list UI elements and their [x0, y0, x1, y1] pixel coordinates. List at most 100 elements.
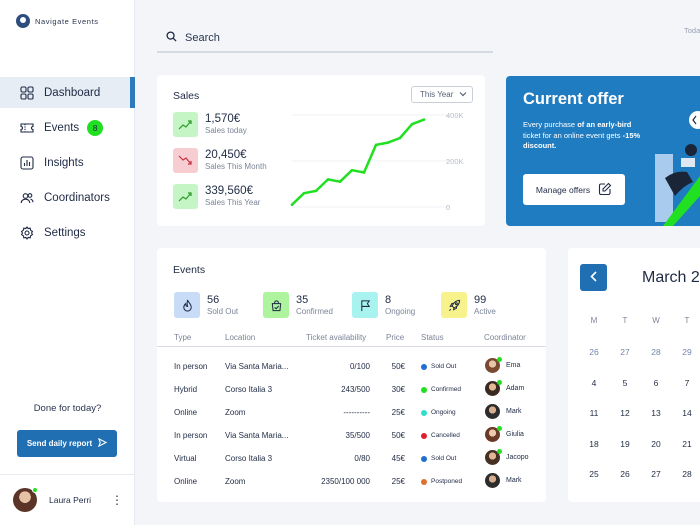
sidebar-item-label: Events [44, 121, 80, 134]
kpi-value: 35 [296, 293, 309, 306]
calendar-day[interactable]: 4 [591, 378, 597, 388]
coordinator-name: Ema [506, 362, 521, 369]
sales-series-line [291, 118, 425, 206]
sidebar-item-coordinators[interactable]: Coordinators [0, 182, 135, 213]
sales-data-point [338, 180, 342, 183]
calendar-day[interactable]: 11 [589, 408, 599, 418]
column-price[interactable]: Price [386, 333, 405, 342]
search-icon [166, 29, 177, 47]
sidebar-item-events[interactable]: Events 8 [0, 112, 135, 143]
manage-offers-button[interactable]: Manage offers [523, 174, 625, 205]
calendar-day[interactable]: 29 [682, 347, 692, 357]
rocket-icon [441, 292, 467, 318]
sales-data-point [350, 168, 354, 172]
users-icon [20, 191, 34, 205]
calendar-day[interactable]: 26 [620, 469, 630, 479]
status-dot [421, 363, 427, 370]
app-logo[interactable]: Navigate Events [16, 14, 99, 28]
previous-month-button[interactable] [580, 264, 607, 291]
column-status[interactable]: Status [421, 333, 444, 342]
stat-label: Sales This Year [205, 198, 261, 207]
cell-status: Sold Out [421, 363, 456, 370]
calendar-day[interactable]: 21 [682, 439, 692, 449]
kpi-ongoing[interactable]: 8 Ongoing [352, 292, 415, 318]
online-indicator [497, 449, 502, 454]
cell-coordinator[interactable]: Giulia [485, 426, 524, 442]
avatar [485, 380, 502, 396]
column-type[interactable]: Type [174, 333, 192, 342]
offer-description: Every purchase of an early-bird ticket f… [523, 120, 648, 152]
cell-tickets: 2350/100 000 [321, 477, 370, 486]
kpi-sold-out[interactable]: 56 Sold Out [174, 292, 238, 318]
sales-chart-svg: 400K 200K 0 [290, 111, 464, 212]
calendar-day[interactable]: 18 [589, 439, 599, 449]
cell-coordinator[interactable]: Mark [485, 404, 522, 419]
table-row[interactable]: In person Via Santa Maria... 35/500 50€ … [157, 424, 546, 447]
cell-status: Postponed [421, 478, 462, 485]
more-options-icon[interactable]: ⋮ [111, 493, 123, 507]
sales-data-point [302, 191, 306, 195]
sales-data-point [410, 122, 414, 126]
flag-icon [352, 292, 378, 318]
calendar-day[interactable]: 25 [589, 469, 599, 479]
cell-type: In person [174, 362, 208, 371]
column-ticket-availability[interactable]: Ticket availability [306, 333, 367, 342]
calendar-day[interactable]: 12 [620, 408, 630, 418]
cell-status: Sold Out [421, 455, 456, 462]
cell-tickets: 35/500 [345, 431, 370, 440]
user-profile[interactable]: Laura Perri ⋮ [0, 474, 135, 525]
offer-illustration [655, 111, 700, 226]
stat-value: 339,560€ [205, 185, 253, 197]
sidebar-item-insights[interactable]: Insights [0, 147, 135, 178]
calendar-day[interactable]: 7 [684, 378, 690, 388]
calendar-day[interactable]: 5 [622, 378, 628, 388]
cell-coordinator[interactable]: Jacopo [485, 449, 529, 465]
gear-icon [20, 225, 34, 240]
table-row[interactable]: Online Zoom 2350/100 000 25€ Postponed M… [157, 470, 546, 493]
table-row[interactable]: Hybrid Corso Italia 3 243/500 30€ Confir… [157, 378, 546, 401]
cell-type: In person [174, 431, 208, 440]
cell-coordinator[interactable]: Ema [485, 357, 521, 373]
calendar-day[interactable]: 27 [651, 469, 661, 479]
column-coordinator[interactable]: Coordinator [484, 333, 526, 342]
cell-coordinator[interactable]: Adam [485, 380, 524, 396]
y-tick-label: 0 [446, 203, 450, 212]
sales-data-point [314, 189, 318, 193]
sidebar-item-settings[interactable]: Settings [0, 217, 135, 248]
send-daily-report-button[interactable]: Send daily report [17, 430, 117, 457]
sidebar-item-label: Insights [44, 156, 84, 169]
weekday-label: M [590, 316, 598, 325]
calendar-card: March 2 M T W T 26 27 28 29 4 5 6 7 11 1… [568, 248, 700, 502]
sidebar-item-dashboard[interactable]: Dashboard [0, 77, 135, 108]
cell-price: 50€ [391, 431, 405, 440]
calendar-day[interactable]: 13 [651, 408, 661, 418]
search-bar [157, 24, 493, 53]
calendar-day[interactable]: 26 [589, 347, 599, 357]
cell-type: Virtual [174, 454, 197, 463]
calendar-day[interactable]: 20 [651, 439, 661, 449]
sales-chart: 400K 200K 0 [280, 107, 480, 212]
status-dot [421, 432, 427, 439]
calendar-day[interactable]: 28 [682, 469, 692, 479]
column-location[interactable]: Location [225, 333, 256, 342]
calendar-day[interactable]: 19 [620, 439, 630, 449]
period-select[interactable]: This Year [411, 86, 473, 103]
dashboard-icon [20, 85, 34, 100]
kpi-confirmed[interactable]: 35 Confirmed [263, 292, 333, 318]
table-row[interactable]: Online Zoom ---------- 25€ Ongoing Mark [157, 401, 546, 424]
table-row[interactable]: In person Via Santa Maria... 0/100 50€ S… [157, 355, 546, 378]
avatar [485, 404, 500, 419]
table-row[interactable]: Virtual Corso Italia 3 0/80 45€ Sold Out… [157, 447, 546, 470]
calendar-day[interactable]: 28 [651, 347, 661, 357]
kpi-active[interactable]: 99 Active [441, 292, 496, 318]
calendar-day[interactable]: 27 [620, 347, 630, 357]
events-title: Events [173, 264, 206, 276]
calendar-day[interactable]: 14 [682, 408, 692, 418]
search-input[interactable] [185, 31, 465, 44]
calendar-day[interactable]: 6 [653, 378, 659, 388]
coordinator-name: Mark [506, 408, 522, 415]
offer-text-part: ticket for an online event gets [523, 130, 623, 140]
kpi-label: Sold Out [207, 306, 239, 316]
y-tick-label: 200K [446, 157, 464, 166]
cell-coordinator[interactable]: Mark [485, 473, 522, 488]
